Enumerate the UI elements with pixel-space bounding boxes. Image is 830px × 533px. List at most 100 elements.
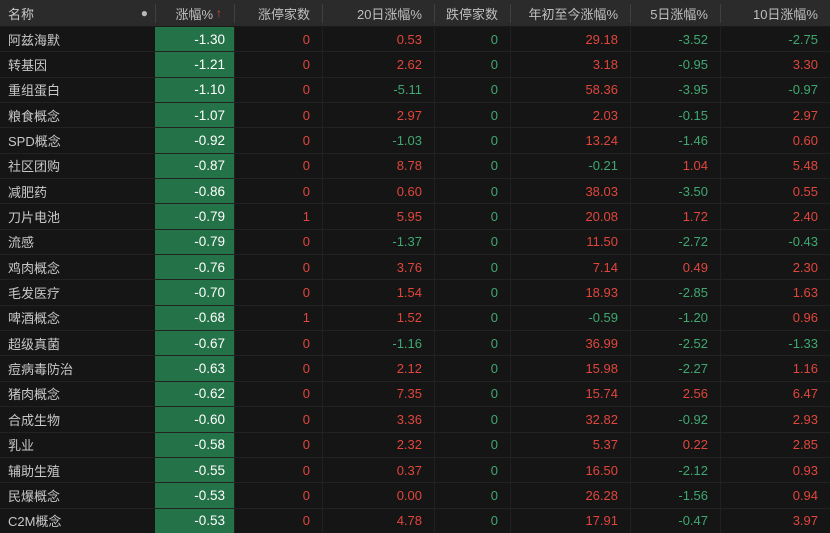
limit-up-count: 0 [234,27,322,52]
table-row[interactable]: C2M概念 -0.53 0 4.78 0 17.91 -0.47 3.97 [0,508,830,533]
column-header-limit-down[interactable]: 跌停家数 [434,3,510,23]
sector-name[interactable]: 啤酒概念 [8,311,61,327]
table-row[interactable]: 鸡肉概念 -0.76 0 3.76 0 7.14 0.49 2.30 [0,255,830,281]
chg10-value: 1.63 [720,280,830,305]
limit-down-count: 0 [434,229,510,255]
sector-name[interactable]: 减肥药 [8,184,48,200]
sector-name[interactable]: 重组蛋白 [8,83,61,99]
limit-up-count: 1 [234,305,322,331]
change-percent-value: -0.67 [155,331,234,356]
table-row[interactable]: 猪肉概念 -0.62 0 7.35 0 15.74 2.56 6.47 [0,381,830,408]
chg10-value: 6.47 [720,381,830,407]
sector-name[interactable]: 辅助生殖 [8,463,61,479]
sector-name[interactable]: 阿兹海默 [8,32,61,48]
table-row[interactable]: 重组蛋白 -1.10 0 -5.11 0 58.36 -3.95 -0.97 [0,77,830,104]
dot-icon[interactable]: ● [140,6,148,20]
chg5-value: -1.20 [630,305,720,331]
sector-name[interactable]: 痘病毒防治 [8,362,74,378]
chg5-value: -2.12 [630,457,720,483]
chg5-value: -2.72 [630,229,720,255]
limit-up-count: 0 [234,229,322,255]
chg10-value: 5.48 [720,153,830,179]
chg20-value: -5.11 [322,77,434,103]
column-header-5day-change[interactable]: 5日涨幅% [630,3,720,23]
table-row[interactable]: 减肥药 -0.86 0 0.60 0 38.03 -3.50 0.55 [0,179,830,205]
table-row[interactable]: 毛发医疗 -0.70 0 1.54 0 18.93 -2.85 1.63 [0,280,830,306]
sector-name[interactable]: 转基因 [8,58,48,74]
sector-name[interactable]: 民爆概念 [8,488,61,504]
column-header-10day-change[interactable]: 10日涨幅% [720,3,830,23]
sector-name[interactable]: 猪肉概念 [8,387,61,403]
sector-name[interactable]: C2M概念 [8,514,62,530]
ytd-value: -0.21 [510,153,630,179]
ytd-value: 29.18 [510,27,630,52]
change-percent-cell: -0.58 [155,432,234,457]
change-percent-cell: -0.86 [155,179,234,204]
table-row[interactable]: 流感 -0.79 0 -1.37 0 11.50 -2.72 -0.43 [0,229,830,256]
chg20-value: 5.95 [322,204,434,229]
change-percent-cell: -0.63 [155,356,234,381]
chg5-value: -2.85 [630,280,720,305]
chg10-value: 2.40 [720,204,830,229]
change-percent-value: -0.92 [155,128,234,153]
change-percent-value: -0.53 [155,483,234,508]
sector-name[interactable]: SPD概念 [8,134,61,150]
chg5-value: -3.50 [630,179,720,204]
table-row[interactable]: SPD概念 -0.92 0 -1.03 0 13.24 -1.46 0.60 [0,128,830,154]
table-row[interactable]: 痘病毒防治 -0.63 0 2.12 0 15.98 -2.27 1.16 [0,356,830,382]
chg20-value: 3.36 [322,407,434,432]
sector-name[interactable]: 毛发医疗 [8,286,61,302]
table-row[interactable]: 刀片电池 -0.79 1 5.95 0 20.08 1.72 2.40 [0,204,830,230]
chg10-value: -0.43 [720,229,830,255]
sector-name[interactable]: 刀片电池 [8,210,61,226]
change-percent-value: -0.53 [155,508,234,533]
ytd-value: 15.74 [510,381,630,407]
table-row[interactable]: 合成生物 -0.60 0 3.36 0 32.82 -0.92 2.93 [0,407,830,433]
change-percent-value: -0.76 [155,255,234,280]
sector-name[interactable]: 粮食概念 [8,108,61,124]
change-percent-cell: -0.62 [155,381,234,407]
limit-down-count: 0 [434,179,510,204]
ytd-value: 3.18 [510,52,630,77]
column-header-20day-change[interactable]: 20日涨幅% [322,3,434,23]
sector-name[interactable]: 合成生物 [8,412,61,428]
column-header-change[interactable]: 涨幅% ↑ [155,3,234,23]
change-percent-cell: -0.53 [155,508,234,533]
sector-name[interactable]: 流感 [8,235,35,251]
chg20-value: -1.37 [322,229,434,255]
column-header-ytd-change[interactable]: 年初至今涨幅% [510,3,630,23]
sector-name[interactable]: 超级真菌 [8,336,61,352]
limit-up-count: 0 [234,356,322,381]
chg20-value: -1.03 [322,128,434,153]
chg10-value: -1.33 [720,331,830,356]
table-row[interactable]: 民爆概念 -0.53 0 0.00 0 26.28 -1.56 0.94 [0,483,830,509]
change-percent-cell: -0.92 [155,128,234,153]
table-body: 阿兹海默 -1.30 0 0.53 0 29.18 -3.52 -2.75 转基… [0,27,830,533]
chg5-value: -0.95 [630,52,720,77]
sector-name[interactable]: 鸡肉概念 [8,260,61,276]
table-row[interactable]: 乳业 -0.58 0 2.32 0 5.37 0.22 2.85 [0,432,830,458]
column-header-name[interactable]: 名称 ● [0,4,155,23]
table-row[interactable]: 辅助生殖 -0.55 0 0.37 0 16.50 -2.12 0.93 [0,457,830,484]
chg5-value: -1.46 [630,128,720,153]
chg10-value: 2.85 [720,432,830,457]
change-percent-value: -0.86 [155,179,234,204]
table-row[interactable]: 超级真菌 -0.67 0 -1.16 0 36.99 -2.52 -1.33 [0,331,830,357]
limit-down-count: 0 [434,153,510,179]
limit-up-count: 0 [234,77,322,103]
limit-up-count: 0 [234,52,322,77]
table-row[interactable]: 啤酒概念 -0.68 1 1.52 0 -0.59 -1.20 0.96 [0,305,830,332]
table-row[interactable]: 社区团购 -0.87 0 8.78 0 -0.21 1.04 5.48 [0,153,830,180]
chg20-value: 1.54 [322,280,434,305]
change-percent-value: -0.63 [155,356,234,381]
sector-name[interactable]: 乳业 [8,438,35,454]
table-row[interactable]: 转基因 -1.21 0 2.62 0 3.18 -0.95 3.30 [0,52,830,78]
column-header-limit-up[interactable]: 涨停家数 [234,3,322,23]
chg10-value: 2.97 [720,103,830,128]
table-row[interactable]: 阿兹海默 -1.30 0 0.53 0 29.18 -3.52 -2.75 [0,27,830,53]
table-row[interactable]: 粮食概念 -1.07 0 2.97 0 2.03 -0.15 2.97 [0,103,830,129]
limit-down-count: 0 [434,305,510,331]
limit-up-count: 0 [234,508,322,533]
chg10-value: 0.93 [720,457,830,483]
sector-name[interactable]: 社区团购 [8,159,61,175]
